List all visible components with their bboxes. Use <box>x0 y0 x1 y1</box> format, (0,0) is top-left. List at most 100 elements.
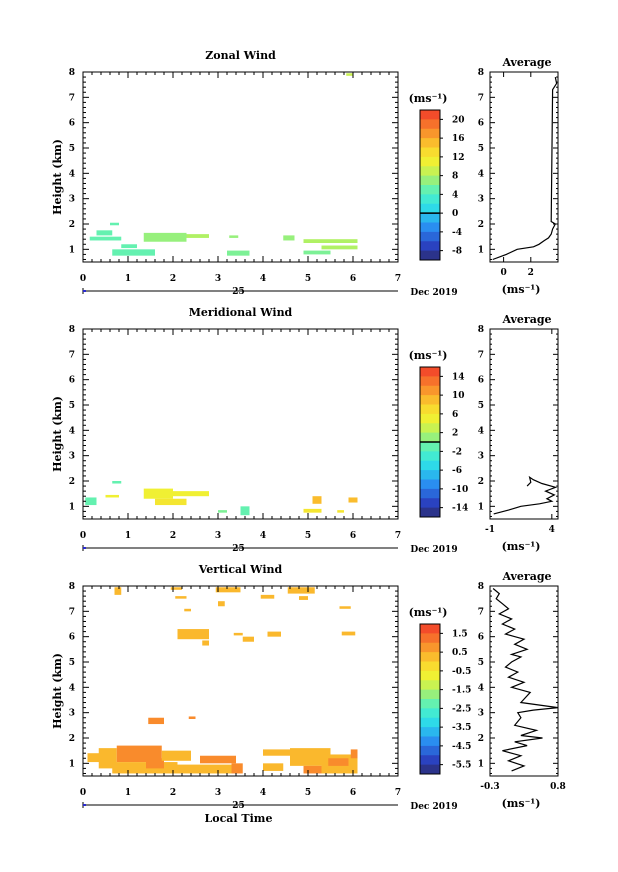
colorbar-segment <box>420 699 440 709</box>
y-tick-label: 5 <box>69 658 75 668</box>
colorbar-segment <box>420 110 440 120</box>
y-tick-label: 7 <box>69 93 75 103</box>
colorbar-segment <box>420 138 440 148</box>
profile-x-tick: -1 <box>485 525 495 535</box>
y-tick-label: 4 <box>69 426 75 436</box>
x-tick-label: 4 <box>260 531 266 541</box>
heatmap-cell <box>121 244 137 249</box>
heatmap-cell <box>143 488 173 499</box>
profile-title: Average <box>501 56 551 69</box>
colorbar-tick-label: 12 <box>452 153 465 163</box>
y-tick-label: 4 <box>69 683 75 693</box>
colorbar-segment <box>420 175 440 186</box>
colorbar-segment <box>420 166 440 177</box>
colorbar-segment <box>420 413 440 424</box>
colorbar-tick-label: -6 <box>452 466 462 476</box>
heatmap-cell <box>87 753 106 763</box>
heatmap-cell <box>339 606 351 609</box>
y-axis-label: Height (km) <box>51 396 64 472</box>
profile-frame <box>489 71 559 263</box>
heatmap-cell <box>112 481 122 484</box>
y-tick-label: 6 <box>69 376 75 386</box>
colorbar-segment <box>420 222 440 233</box>
heatmap-cell <box>177 764 232 774</box>
heatmap-cell <box>96 230 113 236</box>
colorbar-tick-label: 10 <box>452 391 465 401</box>
x-tick-label: 1 <box>125 788 131 798</box>
heatmap-cell <box>227 250 250 256</box>
profile-frame <box>489 585 559 777</box>
heatmap-cell <box>299 596 308 600</box>
profile-line <box>492 76 558 261</box>
heatmap-cell <box>85 497 97 506</box>
day-label: 25 <box>232 287 245 297</box>
panel-title: Zonal Wind <box>205 49 276 62</box>
panel-3: Vertical Wind 0 1 2 3 4 5 6 7 1 2 3 4 5 6 7 8 Height (km)… <box>51 563 471 825</box>
heatmap-cell <box>161 750 191 761</box>
profile-x-tick: 0.8 <box>550 782 566 792</box>
colorbar-segment <box>420 423 440 434</box>
x-tick-label: 7 <box>395 274 401 284</box>
heatmap-cell <box>112 762 178 774</box>
profile-y-tick: 4 <box>478 169 484 179</box>
colorbar-tick-label: 0.5 <box>452 648 468 658</box>
colorbar-segment <box>420 395 440 405</box>
colorbar-segment <box>420 755 440 766</box>
colorbar-tick-label: 8 <box>452 172 458 182</box>
profile-x-label: (ms⁻¹) <box>502 540 541 553</box>
heatmap-cell <box>328 758 349 766</box>
colorbar-segment <box>420 488 440 499</box>
heatmap-cell <box>348 497 358 503</box>
colorbar-tick-label: 1.5 <box>452 629 468 639</box>
colorbar-tick-label: 6 <box>452 410 458 420</box>
heatmap-cell <box>170 587 182 590</box>
date-label: Dec 2019 <box>410 545 457 555</box>
heatmap-cell <box>89 236 122 241</box>
profile-line <box>493 475 558 515</box>
colorbar-tick-label: -2 <box>452 447 462 457</box>
colorbar-segment <box>420 624 440 634</box>
colorbar-segment <box>420 479 440 490</box>
colorbar-tick-label: -10 <box>452 485 468 495</box>
profile-y-tick: 1 <box>478 502 484 512</box>
colorbar-segment <box>420 642 440 653</box>
x-tick-label: 7 <box>395 788 401 798</box>
colorbar-segment <box>420 128 440 139</box>
y-tick-label: 7 <box>69 607 75 617</box>
y-tick-label: 3 <box>69 452 75 462</box>
x-tick-label: 6 <box>350 531 356 541</box>
profile-x-tick: 4 <box>549 525 555 535</box>
colorbar-tick-label: 16 <box>452 134 465 144</box>
colorbar-unit: (ms⁻¹) <box>409 606 448 619</box>
profile-y-tick: 6 <box>478 119 484 129</box>
date-label: Dec 2019 <box>410 288 457 298</box>
heatmap-cell <box>112 249 155 256</box>
plot-frame <box>82 71 399 263</box>
colorbar-segment <box>420 404 440 415</box>
colorbar-tick-label: -1.5 <box>452 686 471 696</box>
heatmap-cell <box>231 763 243 774</box>
y-tick-label: 5 <box>69 144 75 154</box>
heatmap-cell <box>260 594 275 599</box>
heatmap-cell <box>146 758 164 769</box>
heatmap-cell <box>290 748 331 766</box>
heatmap-cell <box>116 745 162 763</box>
profile-line <box>492 588 559 772</box>
profile-y-tick: 3 <box>478 452 484 462</box>
day-label: 25 <box>232 801 245 811</box>
x-tick-label: 3 <box>215 788 221 798</box>
profile-y-tick: 7 <box>478 607 484 617</box>
average-profile-1: Average 1 2 3 4 5 6 7 8 0 2 (ms⁻¹) <box>478 56 559 296</box>
colorbar-segment <box>420 745 440 756</box>
colorbar-segment <box>420 194 440 205</box>
heatmap-cell <box>303 508 322 513</box>
heatmap-cell <box>303 765 322 774</box>
profile-y-tick: 2 <box>478 477 484 487</box>
panel-2: Meridional Wind 0 1 2 3 4 5 6 7 1 2 3 4 5 6 7 8 Height (k… <box>51 306 468 555</box>
heatmap-cell <box>200 755 236 764</box>
colorbar-segment <box>420 680 440 691</box>
profile-y-tick: 8 <box>478 68 484 78</box>
y-tick-label: 3 <box>69 709 75 719</box>
colorbar-tick-label: 2 <box>452 429 458 439</box>
